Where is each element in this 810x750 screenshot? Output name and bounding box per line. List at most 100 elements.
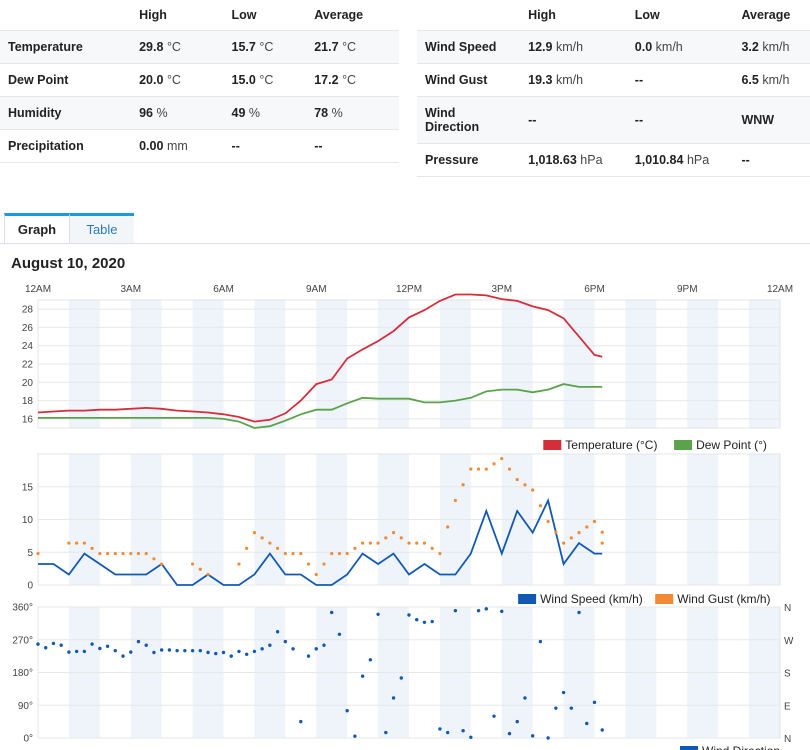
legend-swatch[interactable] — [543, 440, 562, 450]
col-header — [0, 0, 132, 31]
wind-direction-point — [422, 620, 427, 624]
cell-low: -- — [626, 96, 734, 144]
wind-gust-point — [523, 483, 527, 487]
x-tick-label: 9AM — [306, 284, 327, 295]
table-row: Humidity 96 % 49 % 78 % — [0, 96, 399, 130]
cell-value: 29.8 — [139, 40, 164, 54]
wind-gust-point — [113, 551, 117, 556]
x-tick-label: 12PM — [396, 284, 422, 295]
wind-direction-point — [90, 642, 94, 646]
wind-direction-point — [407, 613, 411, 617]
wind-direction-point — [67, 650, 71, 654]
wind-gust-point — [67, 541, 71, 545]
cell-avg: 17.2 °C — [306, 63, 399, 97]
y-tick-label: 20 — [22, 378, 34, 389]
cell-value: 0.0 — [634, 40, 653, 54]
table-row: Dew Point 20.0 °C 15.0 °C 17.2 °C — [0, 63, 399, 97]
tab-graph[interactable]: Graph — [4, 213, 70, 243]
wind-direction-point — [476, 608, 481, 613]
legend-swatch[interactable] — [518, 594, 537, 604]
legend-swatch[interactable] — [655, 594, 674, 604]
cell-unit: % — [331, 106, 343, 120]
wind-gust-point — [453, 498, 457, 503]
wind-gust-point — [82, 541, 86, 545]
y-tick-label: 180° — [12, 668, 33, 679]
wind-direction-point — [399, 676, 403, 680]
wind-gust-point — [461, 483, 465, 487]
cell-unit: % — [248, 106, 261, 120]
y-tick-label: 18 — [22, 396, 34, 407]
cell-avg: -- — [733, 143, 810, 177]
wind-gust-point — [276, 546, 280, 550]
wind-direction-point — [585, 721, 589, 726]
wind-direction-point — [322, 643, 326, 647]
wind-direction-point — [82, 649, 87, 654]
cell-value: 17.2 — [314, 73, 339, 87]
col-header-average: Average — [306, 0, 399, 31]
wind-gust-point — [268, 541, 272, 545]
x-tick-label: 12AM — [25, 284, 51, 295]
wind-gust-point — [376, 541, 380, 545]
tab-table[interactable]: Table — [70, 213, 134, 243]
row-label: Humidity — [0, 96, 132, 130]
wind-direction-point — [600, 728, 604, 732]
wind-direction-point — [360, 674, 365, 678]
wind-direction-point — [554, 706, 558, 710]
x-tick-label: 12AM — [767, 284, 793, 295]
row-label: Wind Speed — [417, 30, 521, 64]
legend-label: Wind Gust (km/h) — [677, 592, 770, 606]
cell-low: 0.0 km/h — [626, 30, 734, 64]
cell-low: 15.7 °C — [223, 30, 307, 64]
cell-value: 15.0 — [231, 73, 256, 87]
wind-direction-point — [98, 646, 102, 651]
wind-direction-point — [345, 709, 349, 713]
cell-value: 1,018.63 — [528, 153, 577, 167]
wind-direction-point — [469, 735, 473, 739]
wind-direction-point — [492, 714, 496, 718]
cell-low: 15.0 °C — [223, 63, 307, 97]
wind-direction-point — [159, 648, 164, 652]
wind-direction-point — [291, 647, 295, 651]
row-label: Temperature — [0, 30, 132, 64]
cell-unit: km/h — [762, 73, 790, 87]
wind-gust-point — [121, 551, 125, 556]
y-tick-label: 22 — [22, 360, 34, 371]
wind-direction-point — [214, 651, 218, 656]
cell-avg: -- — [306, 129, 399, 163]
col-header — [417, 0, 521, 31]
table-row: Wind Speed 12.9 km/h 0.0 km/h 3.2 km/h — [417, 30, 810, 64]
y-tick-label: 10 — [22, 515, 34, 526]
wind-gust-point — [446, 525, 450, 529]
cell-avg: 21.7 °C — [306, 30, 399, 64]
wind-gust-point — [384, 536, 388, 540]
wind-gust-point — [430, 546, 434, 550]
wind-direction-point — [244, 652, 249, 657]
wind-direction-point — [175, 648, 179, 653]
wind-direction-point — [152, 650, 156, 655]
wind-gust-point — [90, 546, 94, 550]
wind-gust-point — [600, 530, 604, 534]
wind-gust-point — [361, 541, 365, 545]
compass-label: E — [784, 701, 791, 712]
wind-gust-point — [260, 536, 264, 540]
wind-gust-point — [237, 562, 241, 566]
cell-unit: °C — [342, 40, 357, 54]
cell-high: 96 % — [131, 96, 224, 130]
cell-value: WNW — [741, 113, 775, 127]
wind-direction-point — [538, 639, 543, 644]
wind-direction-point — [507, 731, 512, 736]
x-tick-label: 3PM — [491, 284, 512, 295]
wind-gust-point — [245, 546, 249, 550]
wind-direction-point — [561, 690, 566, 695]
wind-direction-point — [44, 646, 48, 650]
cell-unit: °C — [166, 73, 181, 87]
wind-gust-point — [36, 551, 40, 556]
cell-avg: 78 % — [306, 96, 399, 130]
table-row: Precipitation 0.00 mm -- -- — [0, 129, 399, 163]
legend-swatch[interactable] — [680, 746, 698, 750]
legend-swatch[interactable] — [674, 440, 693, 450]
wind-gust-point — [353, 546, 357, 550]
wind-gust-point — [469, 467, 473, 471]
cell-value: 96 — [139, 106, 154, 120]
cell-value: 12.9 — [528, 40, 553, 54]
